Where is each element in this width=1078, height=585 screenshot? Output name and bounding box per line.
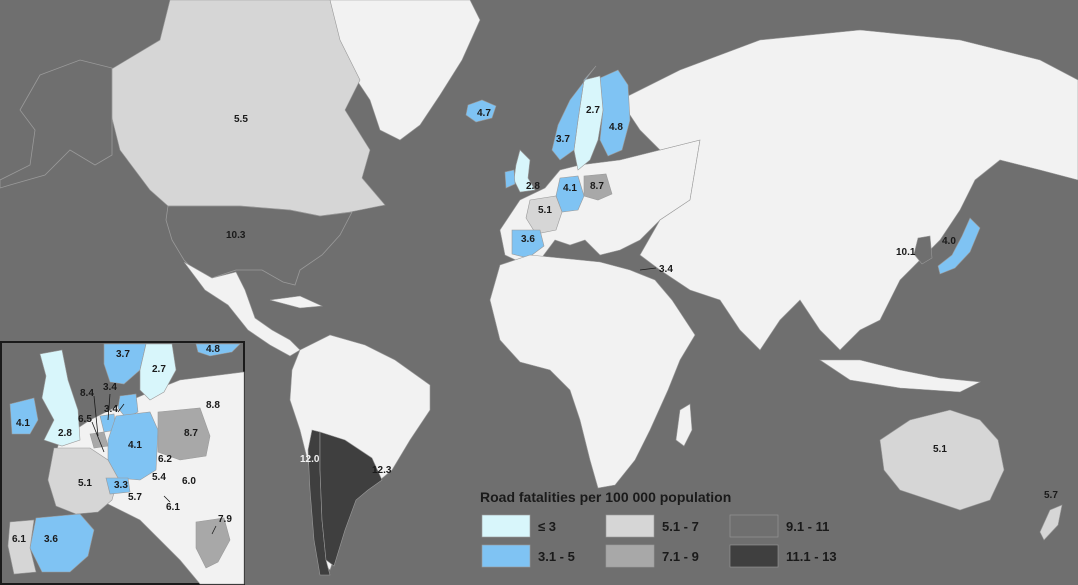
inset-label-switzerland: 3.3 [114, 480, 128, 491]
usa-shape [165, 205, 353, 286]
inset-label-sweden: 2.7 [152, 364, 166, 375]
spain-shape [511, 229, 545, 259]
legend-title: Road fatalities per 100 000 population [480, 489, 731, 505]
inset-greece-shape [195, 517, 231, 569]
inset-label-slovenia: 6.1 [166, 502, 180, 513]
inset-spain-shape [29, 513, 95, 573]
inset-leader-belgium [93, 395, 99, 437]
label-argentina: 12.3 [372, 465, 392, 476]
inset-label-estonia: 8.8 [206, 400, 220, 411]
label-finland: 4.8 [609, 122, 623, 133]
inset-sweden-shape [139, 343, 177, 401]
inset-label-france: 5.1 [78, 478, 92, 489]
japan-shape [937, 217, 981, 275]
inset-leader-greece [211, 525, 217, 535]
label-france: 5.1 [538, 205, 552, 216]
legend-label-2: 3.1 - 5 [538, 549, 575, 564]
label-sweden: 2.7 [586, 105, 600, 116]
inset-label-ireland: 4.1 [16, 418, 30, 429]
australia-shape [879, 409, 1005, 511]
inset-ireland-shape [9, 397, 39, 435]
inset-label-netherlands: 3.4 [103, 382, 117, 393]
label-uk: 2.8 [526, 181, 540, 192]
legend-label-5: 9.1 - 11 [786, 519, 829, 534]
ireland-shape [504, 169, 516, 189]
legend-swatch-1 [481, 514, 531, 538]
label-poland: 8.7 [590, 181, 604, 192]
legend-swatch-3 [605, 514, 655, 538]
label-korea: 10.1 [896, 247, 916, 258]
inset-leader-netherlands [107, 393, 111, 421]
inset-label-germany: 4.1 [128, 440, 142, 451]
label-australia: 5.1 [933, 444, 947, 455]
alaska-shape [0, 59, 113, 189]
inset-label-hungary: 6.0 [182, 476, 196, 487]
inset-leader-lux [91, 421, 105, 453]
label-new-zealand: 5.7 [1044, 490, 1058, 501]
label-germany: 4.1 [563, 183, 577, 194]
inset-finland-shape [195, 343, 241, 357]
inset-leader-slovenia [163, 495, 171, 503]
new-zealand-shape [1039, 504, 1063, 541]
label-iceland: 4.7 [477, 108, 491, 119]
inset-label-norway: 3.7 [116, 349, 130, 360]
inset-label-poland: 8.7 [184, 428, 198, 439]
inset-label-belgium: 8.4 [80, 388, 94, 399]
inset-label-italy: 5.7 [128, 492, 142, 503]
legend: Road fatalities per 100 000 population ≤… [480, 489, 837, 568]
inset-switzerland-shape [105, 477, 131, 495]
iceland-shape [465, 99, 497, 123]
france-shape [525, 195, 563, 235]
cuba-shape [269, 295, 324, 309]
legend-label-4: 7.1 - 9 [662, 549, 699, 564]
label-israel: 3.4 [659, 264, 673, 275]
label-canada: 5.5 [234, 114, 248, 125]
inset-label-spain: 3.6 [44, 534, 58, 545]
inset-uk-shape [39, 349, 81, 447]
argentina-shape [319, 431, 383, 567]
madagascar-shape [675, 403, 693, 447]
asia-shape [619, 29, 1078, 351]
israel-leader-line [639, 267, 657, 271]
korea-shape [913, 235, 933, 265]
indonesia-shape [819, 359, 982, 393]
label-spain: 3.6 [521, 234, 535, 245]
legend-label-3: 5.1 - 7 [662, 519, 699, 534]
europe-inset: 3.7 2.7 4.8 4.1 2.8 3.4 8.4 3.4 6.5 8.8 … [0, 341, 245, 585]
label-japan: 4.0 [942, 236, 956, 247]
mexico-shape [183, 261, 301, 357]
inset-label-greece: 7.9 [218, 514, 232, 525]
label-usa: 10.3 [226, 230, 246, 241]
inset-france-shape [47, 447, 119, 515]
inset-label-lux: 6.5 [78, 414, 92, 425]
inset-poland-shape [157, 407, 211, 461]
canada-shape [109, 0, 386, 217]
legend-swatch-5 [729, 514, 779, 538]
africa-shape [489, 254, 696, 489]
inset-portugal-shape [7, 519, 37, 575]
finland-shape [599, 69, 631, 157]
label-chile: 12.0 [300, 454, 320, 465]
label-norway: 3.7 [556, 134, 570, 145]
inset-label-austria: 5.4 [152, 472, 166, 483]
inset-label-uk: 2.8 [58, 428, 72, 439]
legend-swatch-4 [605, 544, 655, 568]
inset-label-finland: 4.8 [206, 344, 220, 355]
uk-shape [513, 149, 536, 193]
legend-swatch-6 [729, 544, 779, 568]
poland-shape [583, 173, 613, 201]
inset-germany-shape [107, 411, 159, 481]
norway-shape [551, 65, 597, 161]
inset-label-denmark: 3.4 [104, 404, 118, 415]
inset-label-portugal: 6.1 [12, 534, 26, 545]
legend-label-6: 11.1 - 13 [786, 549, 837, 564]
legend-label-1: ≤ 3 [538, 519, 556, 534]
legend-swatch-2 [481, 544, 531, 568]
inset-leader-denmark [117, 403, 125, 413]
inset-label-czech: 6.2 [158, 454, 172, 465]
